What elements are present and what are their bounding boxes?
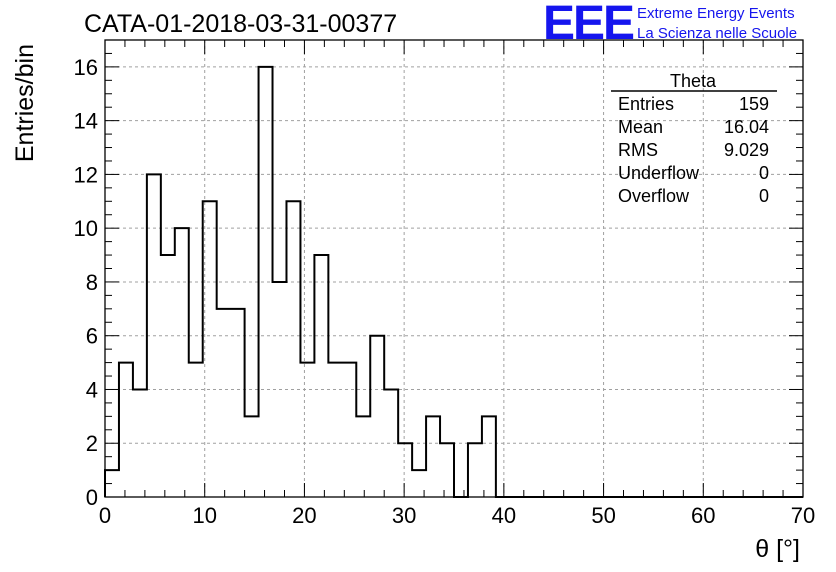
grid-lines (105, 40, 803, 497)
logo-caption-line1: Extreme Energy Events (637, 5, 795, 22)
x-tick-label: 70 (791, 503, 815, 528)
histogram-bin (482, 416, 496, 497)
histogram-bin (175, 228, 189, 497)
histogram-bin (231, 309, 245, 497)
histogram-bin (342, 363, 356, 497)
x-tick-label: 20 (292, 503, 316, 528)
y-tick-label: 12 (74, 162, 98, 187)
stats-row-label: RMS (618, 140, 658, 160)
histogram-bin (468, 443, 482, 497)
histogram-bin (328, 363, 342, 497)
stats-row-label: Mean (618, 117, 663, 137)
y-tick-label: 6 (86, 324, 98, 349)
stats-row-value: 0 (759, 163, 769, 183)
x-tick-label: 10 (192, 503, 216, 528)
histogram-bin (440, 443, 454, 497)
x-tick-label: 40 (492, 503, 516, 528)
y-tick-label: 10 (74, 216, 98, 241)
y-tick-label: 16 (74, 55, 98, 80)
stats-row-value: 159 (739, 94, 769, 114)
histogram-bin (161, 255, 175, 497)
y-tick-label: 14 (74, 109, 98, 134)
tick-labels: 0 10 20 30 40 50 60 70 0 2 4 6 8 10 12 14 16 (74, 55, 816, 528)
histogram-bin (217, 309, 231, 497)
histogram-bin (300, 363, 314, 497)
plot-frame (104, 39, 804, 498)
logo-caption-line2: La Scienza nelle Scuole (637, 25, 798, 42)
stats-row-label: Underflow (618, 163, 700, 183)
y-tick-label: 0 (86, 485, 98, 510)
stats-title: Theta (670, 71, 717, 91)
histogram-bin (356, 416, 370, 497)
stats-row-value: 0 (759, 186, 769, 206)
histogram-bin (398, 443, 412, 497)
histogram-bin (314, 255, 328, 497)
stats-box: Theta Entries 159 Mean 16.04 RMS 9.029 Underfl… (611, 71, 777, 206)
stats-row-label: Overflow (618, 186, 690, 206)
x-tick-label: 60 (691, 503, 715, 528)
stats-row-label: Entries (618, 94, 674, 114)
y-axis-label: Entries/bin (11, 44, 39, 162)
y-tick-label: 4 (86, 377, 98, 402)
x-tick-label: 50 (591, 503, 615, 528)
y-tick-label: 2 (86, 431, 98, 456)
histogram-bin (189, 363, 203, 497)
histogram-bin (245, 416, 259, 497)
axis-ticks (104, 39, 804, 498)
stats-row-value: 16.04 (724, 117, 769, 137)
histogram-bin (286, 201, 300, 497)
histogram-bin (426, 416, 440, 497)
chart-title: CATA-01-2018-03-31-00377 (84, 10, 398, 38)
x-tick-label: 30 (392, 503, 416, 528)
stats-row-value: 9.029 (724, 140, 769, 160)
y-tick-label: 8 (86, 270, 98, 295)
histogram-bin (370, 336, 384, 497)
x-axis-label: θ [°] (755, 535, 800, 563)
x-tick-label: 0 (99, 503, 111, 528)
histogram-bin (384, 389, 398, 497)
histogram-bin (119, 363, 133, 497)
histogram-bin (259, 67, 273, 497)
